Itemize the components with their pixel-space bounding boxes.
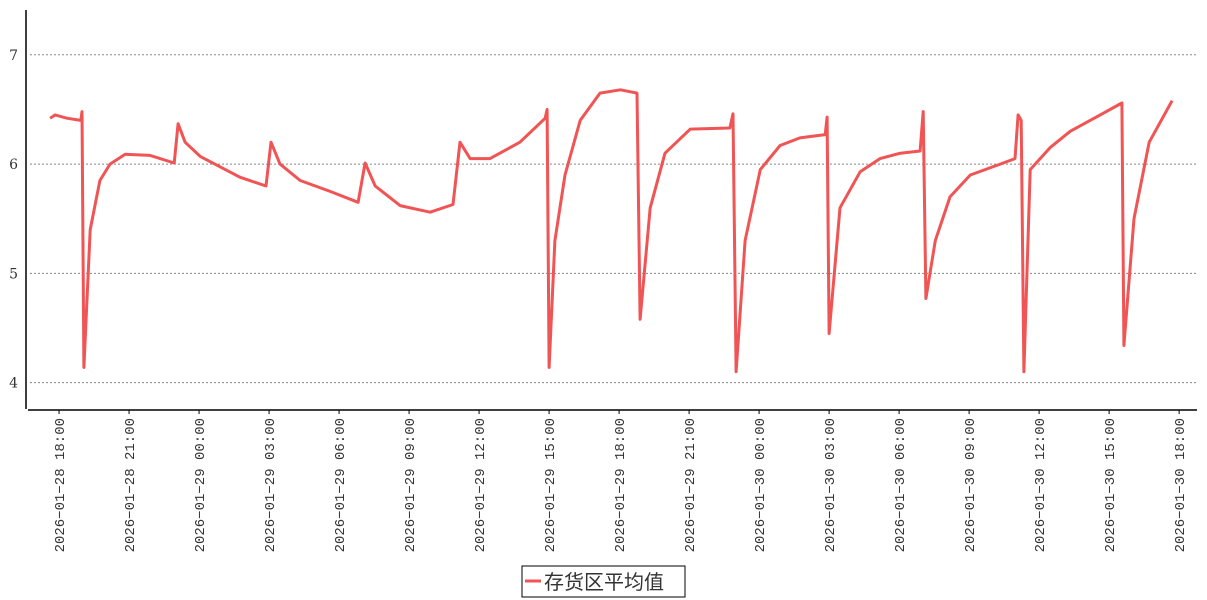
legend[interactable]: 存货区平均值 — [521, 565, 686, 598]
x-tick-label: 2026−01−29 06:00 — [333, 418, 349, 552]
x-tick-label: 2026−01−30 15:00 — [1103, 418, 1119, 552]
y-tick-label: 7 — [9, 48, 18, 64]
x-tick-label: 2026−01−30 00:00 — [753, 418, 769, 552]
x-tick-label: 2026−01−29 21:00 — [683, 418, 699, 552]
x-tick-label: 2026−01−29 03:00 — [263, 418, 279, 552]
x-tick-label: 2026−01−29 12:00 — [473, 418, 489, 552]
x-tick-label: 2026−01−30 18:00 — [1173, 418, 1189, 552]
series-line — [49, 88, 1174, 374]
legend-box — [521, 565, 686, 598]
x-tick-label: 2026−01−30 12:00 — [1033, 418, 1049, 552]
y-tick-label: 6 — [9, 157, 18, 173]
x-tick-label: 2026−01−28 21:00 — [123, 418, 139, 552]
y-tick-label: 4 — [9, 376, 18, 392]
x-tick-label: 2026−01−30 09:00 — [963, 418, 979, 552]
y-axis-ticks: 4 5 6 7 — [9, 48, 18, 392]
x-axis-ticks: 2026−01−28 18:00 2026−01−28 21:00 2026−01−… — [53, 410, 1189, 552]
legend-label: 存货区平均值 — [544, 570, 664, 594]
x-tick-label: 2026−01−29 09:00 — [403, 418, 419, 552]
x-tick-label: 2026−01−29 00:00 — [193, 418, 209, 552]
y-tick-label: 5 — [9, 266, 18, 282]
x-tick-label: 2026−01−30 03:00 — [823, 418, 839, 552]
x-tick-label: 2026−01−29 15:00 — [543, 418, 559, 552]
series-group — [49, 88, 1174, 374]
x-tick-label: 2026−01−30 06:00 — [893, 418, 909, 552]
x-tick-label: 2026−01−28 18:00 — [53, 418, 69, 552]
x-tick-label: 2026−01−29 18:00 — [613, 418, 629, 552]
